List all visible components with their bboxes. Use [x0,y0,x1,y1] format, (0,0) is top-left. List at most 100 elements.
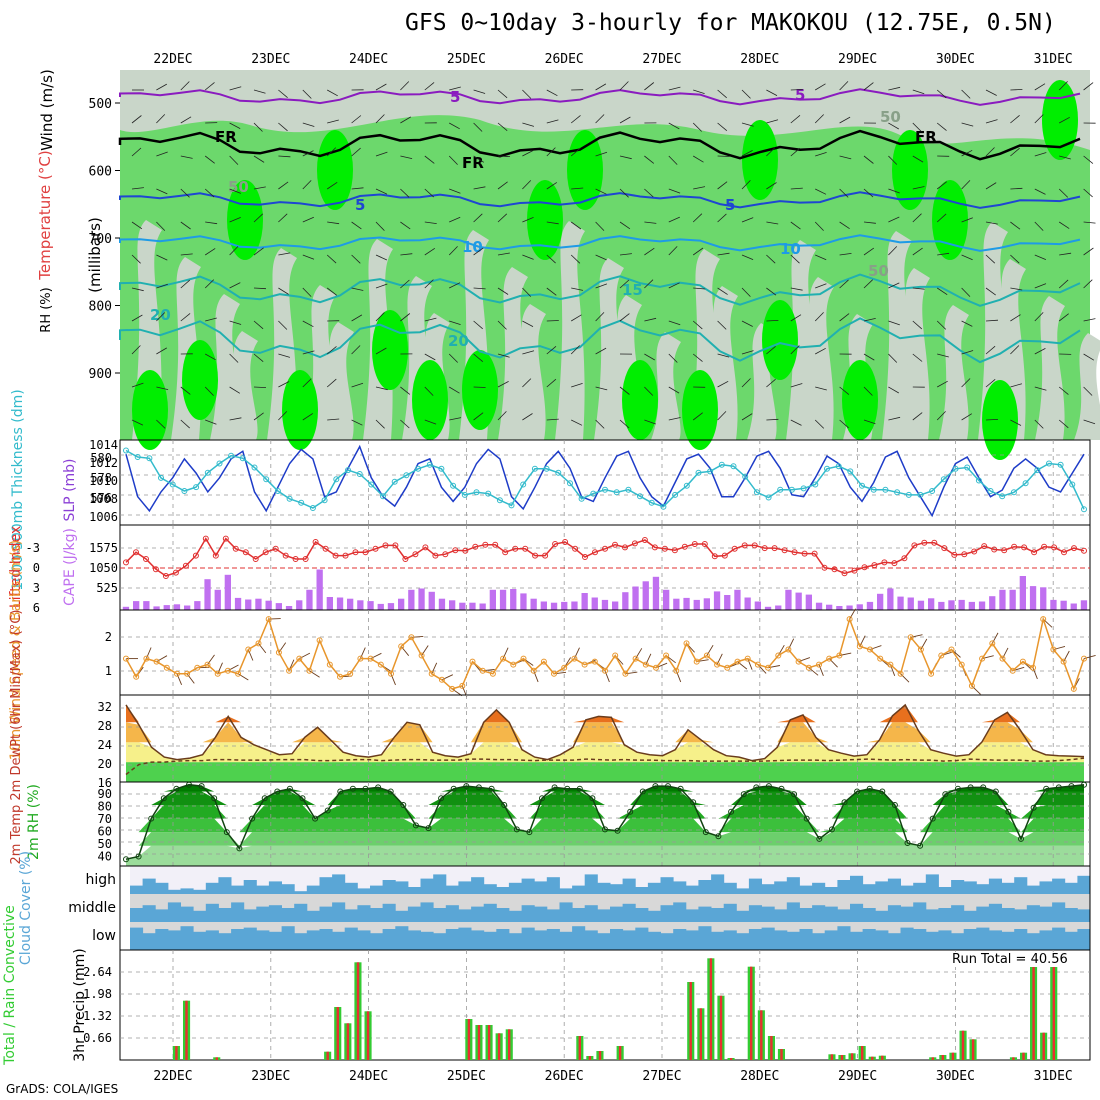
cloud-cover-bar [925,909,939,922]
wind-barb [1058,188,1069,198]
wind-barb [473,353,484,363]
wind-barb [253,186,266,190]
lifted-index-line-point [801,550,808,557]
rh-line-point [690,799,697,806]
date-label-bottom: 25DEC [447,1069,486,1084]
lifted-index-line-point [811,550,818,557]
cloud-cover-bar [243,927,257,950]
thickness-line-point [1046,460,1052,467]
cape-bar [1040,587,1047,610]
cloud-cover-bar [862,929,876,950]
thickness-line-point [999,493,1006,500]
date-label-top: 25DEC [447,52,486,67]
wind-barb-10m [411,635,424,638]
thickness-line-point [753,489,760,496]
cloud-cover-bar [887,878,901,894]
thickness-line-point [1081,506,1087,513]
wind-barb [400,81,410,91]
lifted-index-line-point [482,541,489,548]
wind-barb-10m [573,647,580,659]
wind-barb [595,312,605,322]
thickness-line-point [123,447,129,454]
wind-barb [522,378,532,388]
lifted-index-line-point [552,541,559,547]
wind-barb [546,147,556,157]
slp-tick-right: 1006 [89,510,118,524]
ylabel-rh: RH (%) [39,287,54,332]
cloud-cover-bar [1064,882,1078,894]
wind-speed-line-point [612,652,619,659]
precip-convective-bar [1012,1057,1015,1060]
wind-speed-line-point [337,673,343,680]
wind-speed-line-point [1070,685,1077,692]
wind-barb [253,213,264,223]
wind-speed-line-point [867,646,873,653]
lifted-index-line-point [1081,547,1087,554]
wind-speed-line-point [602,667,608,674]
wind-barb [156,83,167,91]
wind-barb-10m [217,662,223,674]
thickness-line-point [146,455,153,462]
wind-barb-10m [145,647,152,659]
cloud-cover-bar [167,902,181,922]
wind-barb [131,221,143,230]
wind-barb [741,413,753,421]
slp-line [125,444,1085,518]
wind-speed-line-point [1050,646,1057,653]
cape-bar [591,597,598,610]
cloud-cover-bar [584,905,598,922]
wind-barb [375,151,388,157]
cape-bar [601,599,609,610]
lifted-index-line-point [821,564,828,571]
wind-barb [302,413,314,421]
cloud-cover-bar [736,910,750,922]
thickness-line [125,449,1085,510]
wind-barb [278,252,291,256]
wind-barb [692,320,703,330]
wind-speed-line-point [306,667,313,674]
y-tick-label: 700 [89,232,112,247]
wind-barb [449,86,461,91]
cape-bar [1009,589,1016,610]
wind-barb [814,83,826,91]
wind-speed-line-point [795,658,802,665]
wind-barb [1034,152,1047,157]
lifted-index-line-point [582,554,588,560]
wind-barb [131,287,144,292]
cloud-cover-bar [635,908,649,922]
wind-barb [985,119,998,124]
wind-barb [375,83,387,91]
rh-dry-streak [900,268,930,440]
cloud-cover-bar [534,881,548,894]
rh-tick: 60 [98,825,112,839]
li-tick: -3 [26,541,40,555]
precip-tick: 1.32 [83,1009,112,1023]
wind-barb [741,150,753,157]
cloud-cover-bar [572,885,586,894]
thickness-line-point [672,491,679,498]
thickness-line-point [882,486,889,493]
wind-barb [1010,287,1023,291]
wind-barb [1058,81,1068,91]
wind-barb [131,314,143,322]
cloud-cover-bar [458,881,472,894]
wind-barb [302,287,312,297]
wind-barb [936,320,947,330]
cloud-cover-bar [1052,927,1066,950]
cape-bar [856,604,863,610]
cloud-cover-bar [357,888,371,894]
rh-line-point [1081,781,1087,788]
wind-speed-line-point [255,640,262,647]
lifted-index-line-point [1011,543,1018,550]
cape-bar [958,599,965,610]
wind-barb [1059,116,1070,124]
wind-speed-line-point [163,664,170,671]
rh-line-point [198,783,205,790]
wind-barb [766,378,776,388]
cape-bar [1029,586,1037,610]
wind-barb-10m [533,670,539,683]
wind-barb [424,279,434,289]
wind-barb-10m [777,644,785,656]
wind-barb [692,247,704,256]
